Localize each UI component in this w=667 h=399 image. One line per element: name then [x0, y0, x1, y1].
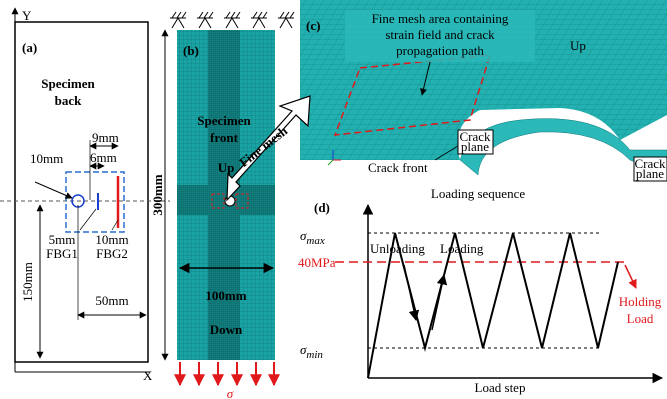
- load-symbol: σ: [227, 386, 234, 399]
- load-arrows: [180, 362, 274, 385]
- sensor-box: [66, 172, 124, 232]
- panel-title: back: [55, 93, 83, 108]
- panel-title: Specimen: [197, 113, 251, 128]
- dimension-label: 6mm: [90, 150, 117, 165]
- dimension-label: 100mm: [205, 288, 246, 303]
- sigma-max: σmax: [300, 228, 325, 247]
- note: Fine mesh area containing: [372, 11, 509, 26]
- dimension-label: 150mm: [20, 262, 35, 302]
- subscript: min: [306, 349, 323, 361]
- path-shape: [251, 12, 267, 28]
- region-label: Up: [218, 160, 235, 175]
- supports: [170, 12, 294, 28]
- phase-label: Loading: [440, 241, 484, 256]
- unloading-arrow: [404, 265, 416, 320]
- region-label: Up: [570, 38, 586, 53]
- phase-label: Unloading: [370, 241, 425, 256]
- axis-label: X: [143, 368, 153, 383]
- panel-title: Specimen: [41, 76, 95, 91]
- panel-a: Y (a) Specimen back 10mm 9mm 6mm 5mm FBG…: [0, 8, 170, 383]
- dimension-label: 5mm: [49, 232, 76, 247]
- sensor-label: FBG2: [96, 246, 128, 261]
- sigma-min: σmin: [300, 342, 323, 361]
- panel-c: Fine mesh area containing strain field a…: [300, 0, 667, 181]
- line-shape: [328, 160, 333, 165]
- panel-b: 300mm (b) Specimen front Up 100mm Down σ: [150, 12, 294, 399]
- dimension-label: 9mm: [92, 130, 119, 145]
- path-shape: [170, 12, 186, 28]
- panel-label: (a): [22, 40, 37, 55]
- note: strain field and crack: [385, 27, 495, 42]
- dimension-label: 50mm: [95, 293, 128, 308]
- path-shape: [197, 12, 213, 28]
- page: { "panel_a": { "axis_y": "Y", "label": "…: [0, 0, 667, 399]
- panel-title: front: [210, 130, 239, 145]
- note: propagation path: [396, 43, 484, 58]
- leader: [80, 209, 96, 230]
- dimension-label: 10mm: [30, 151, 63, 166]
- hold-label: Load: [627, 311, 654, 326]
- axis-title: Load step: [475, 380, 526, 395]
- crack-plane-label: plane: [636, 166, 664, 181]
- panel-label: (c): [306, 18, 320, 33]
- path-shape: [278, 12, 294, 28]
- axis-label: Y: [22, 8, 32, 23]
- region-label: Down: [210, 322, 243, 337]
- panel-label: (d): [314, 200, 330, 215]
- panel-label: (b): [183, 43, 199, 58]
- hold-level: 40MPa: [298, 255, 336, 270]
- specimen-outline: [15, 22, 148, 362]
- hold-label: Holding: [619, 294, 662, 309]
- figure: Y (a) Specimen back 10mm 9mm 6mm 5mm FBG…: [0, 0, 667, 399]
- dimension-label: 10mm: [95, 232, 128, 247]
- dimension-label: 300mm: [150, 174, 165, 215]
- panel-d: Loading sequence (d) σmax 40MPa σmin Unl…: [298, 186, 662, 395]
- path-shape: [224, 12, 240, 28]
- subscript: max: [306, 235, 324, 247]
- panel-title: Loading sequence: [431, 186, 525, 201]
- crack-plane-label: plane: [461, 139, 489, 154]
- loading-arrow: [432, 275, 444, 330]
- sensor-label: FBG1: [46, 246, 78, 261]
- hold-arrow: [625, 265, 636, 288]
- crack-front-label: Crack front: [368, 160, 428, 175]
